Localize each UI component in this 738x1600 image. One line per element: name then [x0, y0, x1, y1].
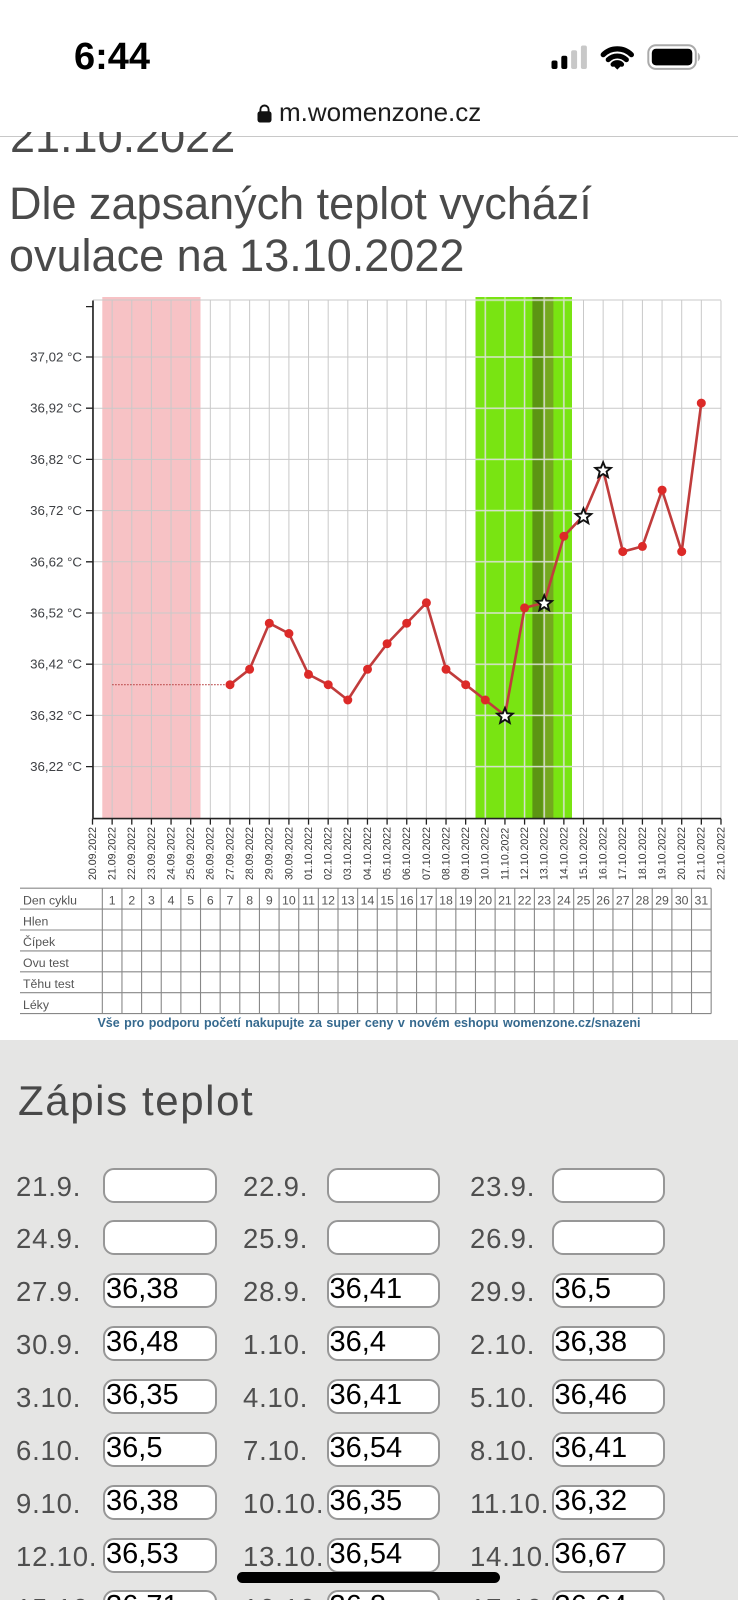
svg-text:14: 14 [361, 894, 375, 908]
svg-text:36,42 °C: 36,42 °C [30, 657, 82, 672]
svg-text:19: 19 [459, 894, 473, 908]
svg-text:29: 29 [655, 894, 669, 908]
svg-text:23: 23 [537, 894, 551, 908]
svg-text:09.10.2022: 09.10.2022 [460, 827, 472, 880]
svg-text:27.09.2022: 27.09.2022 [224, 827, 236, 880]
svg-text:36,92 °C: 36,92 °C [30, 401, 82, 416]
svg-text:28: 28 [636, 894, 650, 908]
svg-text:30: 30 [675, 894, 689, 908]
svg-text:36,82 °C: 36,82 °C [30, 452, 82, 467]
svg-text:23.09.2022: 23.09.2022 [146, 827, 158, 880]
svg-text:12.10.2022: 12.10.2022 [519, 827, 531, 880]
svg-text:1: 1 [109, 894, 116, 908]
svg-text:36,22 °C: 36,22 °C [30, 759, 82, 774]
svg-text:9: 9 [266, 894, 273, 908]
svg-text:Hlen: Hlen [23, 914, 48, 928]
svg-text:22.10.2022: 22.10.2022 [715, 827, 727, 880]
svg-text:07.10.2022: 07.10.2022 [421, 827, 433, 880]
svg-text:20.10.2022: 20.10.2022 [676, 827, 688, 880]
svg-text:7: 7 [227, 894, 234, 908]
svg-text:5: 5 [187, 894, 194, 908]
svg-text:10.10.2022: 10.10.2022 [480, 827, 492, 880]
svg-text:Čípek: Čípek [23, 934, 56, 949]
svg-text:27: 27 [616, 894, 630, 908]
svg-text:16: 16 [400, 894, 414, 908]
svg-text:36,72 °C: 36,72 °C [30, 503, 82, 518]
svg-text:08.10.2022: 08.10.2022 [440, 827, 452, 880]
svg-text:13.10.2022: 13.10.2022 [539, 827, 551, 880]
svg-text:36,62 °C: 36,62 °C [30, 554, 82, 569]
svg-text:16.10.2022: 16.10.2022 [598, 827, 610, 880]
svg-text:17.10.2022: 17.10.2022 [617, 827, 629, 880]
svg-text:24: 24 [557, 894, 571, 908]
svg-text:12: 12 [321, 894, 335, 908]
svg-text:36,52 °C: 36,52 °C [30, 606, 82, 621]
svg-text:21: 21 [498, 894, 512, 908]
svg-text:03.10.2022: 03.10.2022 [342, 827, 354, 880]
svg-text:06.10.2022: 06.10.2022 [401, 827, 413, 880]
svg-text:6: 6 [207, 894, 214, 908]
svg-text:21.10.2022: 21.10.2022 [696, 827, 708, 880]
svg-text:25.09.2022: 25.09.2022 [185, 827, 197, 880]
svg-text:Ovu test: Ovu test [23, 956, 69, 970]
svg-text:Léky: Léky [23, 998, 50, 1012]
svg-text:17: 17 [420, 894, 434, 908]
svg-text:20.09.2022: 20.09.2022 [87, 827, 99, 880]
svg-text:25: 25 [577, 894, 591, 908]
svg-text:21.09.2022: 21.09.2022 [107, 827, 119, 880]
svg-text:26: 26 [596, 894, 610, 908]
svg-text:Den cyklu: Den cyklu [23, 894, 77, 908]
svg-text:20: 20 [478, 894, 492, 908]
svg-text:28.09.2022: 28.09.2022 [244, 827, 256, 880]
svg-text:24.09.2022: 24.09.2022 [166, 827, 178, 880]
svg-text:30.09.2022: 30.09.2022 [283, 827, 295, 880]
svg-text:Těhu test: Těhu test [23, 977, 75, 991]
svg-text:2: 2 [128, 894, 135, 908]
svg-text:18: 18 [439, 894, 453, 908]
svg-text:05.10.2022: 05.10.2022 [382, 827, 394, 880]
svg-text:18.10.2022: 18.10.2022 [637, 827, 649, 880]
svg-text:11.10.2022: 11.10.2022 [499, 828, 511, 880]
svg-text:8: 8 [246, 894, 253, 908]
svg-text:26.09.2022: 26.09.2022 [205, 827, 217, 880]
svg-text:11: 11 [302, 894, 315, 908]
svg-text:22: 22 [518, 894, 532, 908]
svg-text:19.10.2022: 19.10.2022 [657, 827, 669, 880]
svg-text:36,32 °C: 36,32 °C [30, 708, 82, 723]
svg-text:4: 4 [168, 894, 175, 908]
svg-text:31: 31 [694, 894, 708, 908]
svg-text:13: 13 [341, 894, 355, 908]
svg-text:04.10.2022: 04.10.2022 [362, 827, 374, 880]
svg-text:29.09.2022: 29.09.2022 [264, 827, 276, 880]
svg-text:37,02 °C: 37,02 °C [30, 350, 82, 365]
svg-text:01.10.2022: 01.10.2022 [303, 827, 315, 880]
svg-text:22.09.2022: 22.09.2022 [126, 827, 138, 880]
svg-text:3: 3 [148, 894, 155, 908]
svg-text:14.10.2022: 14.10.2022 [558, 827, 570, 880]
svg-text:15: 15 [380, 894, 394, 908]
svg-text:15.10.2022: 15.10.2022 [578, 827, 590, 880]
svg-text:10: 10 [282, 894, 296, 908]
svg-text:02.10.2022: 02.10.2022 [323, 827, 335, 880]
